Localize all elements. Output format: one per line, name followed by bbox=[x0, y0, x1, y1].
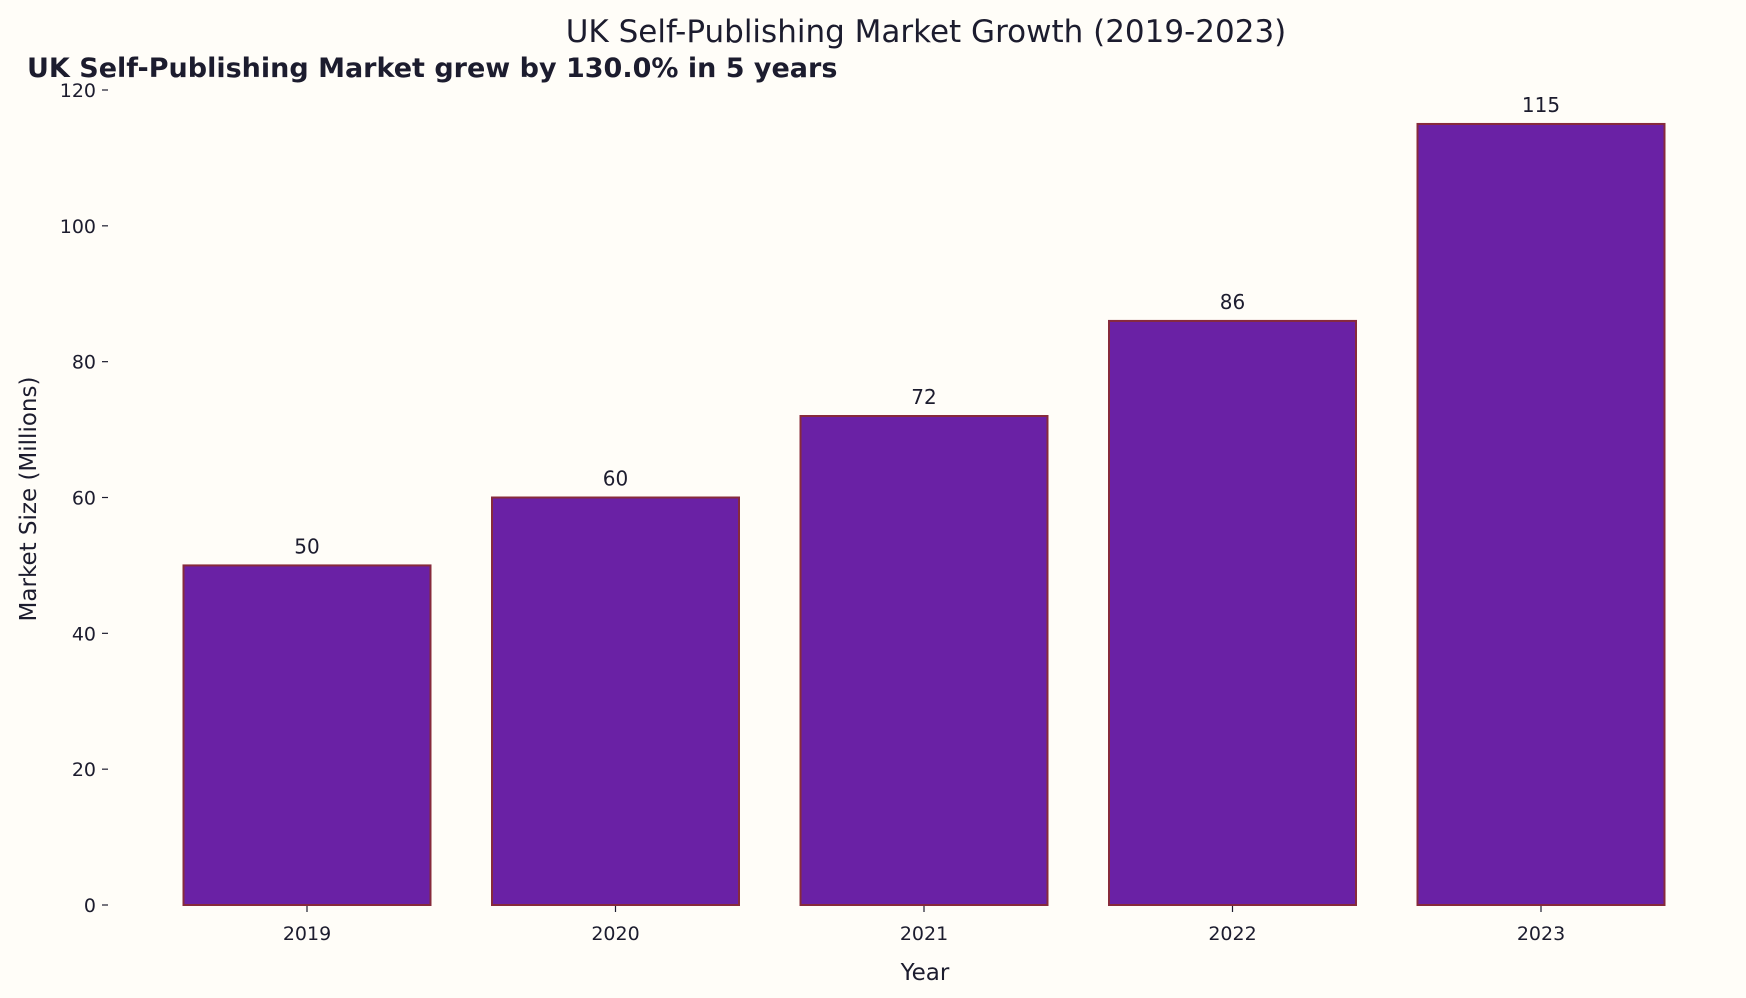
bars: 50 60 72 86 115 bbox=[182, 93, 1666, 907]
x-axis: 2019 2020 2021 2022 2023 bbox=[283, 905, 1565, 945]
x-tick-label: 2021 bbox=[900, 923, 948, 945]
y-tick-label: 0 bbox=[84, 895, 96, 917]
chart-title: UK Self-Publishing Market Growth (2019-2… bbox=[566, 14, 1287, 50]
data-label: 115 bbox=[1522, 93, 1560, 117]
x-tick-label: 2023 bbox=[1517, 923, 1565, 945]
data-label: 72 bbox=[911, 385, 936, 409]
x-tick-label: 2022 bbox=[1208, 923, 1256, 945]
y-tick-label: 80 bbox=[72, 352, 96, 374]
y-tick-label: 100 bbox=[60, 216, 96, 238]
y-tick-label: 120 bbox=[60, 80, 96, 102]
bar-2023 bbox=[1416, 122, 1666, 907]
bar-2021 bbox=[799, 415, 1049, 906]
data-label: 86 bbox=[1220, 290, 1245, 314]
y-tick-label: 60 bbox=[72, 488, 96, 510]
bar-2022 bbox=[1108, 319, 1357, 906]
bar-2020 bbox=[491, 496, 740, 906]
x-axis-label: Year bbox=[900, 960, 950, 986]
data-label: 60 bbox=[603, 467, 628, 491]
bar-2019 bbox=[182, 564, 432, 907]
x-tick-label: 2020 bbox=[591, 923, 639, 945]
chart-subtitle: UK Self-Publishing Market grew by 130.0%… bbox=[27, 53, 837, 84]
x-tick-label: 2019 bbox=[283, 923, 331, 945]
y-tick-label: 20 bbox=[72, 759, 96, 781]
y-axis-label: Market Size (Millions) bbox=[16, 377, 42, 622]
data-label: 50 bbox=[294, 534, 319, 558]
y-tick-label: 40 bbox=[72, 623, 96, 645]
y-axis: 0 20 40 60 80 100 120 bbox=[60, 80, 108, 917]
